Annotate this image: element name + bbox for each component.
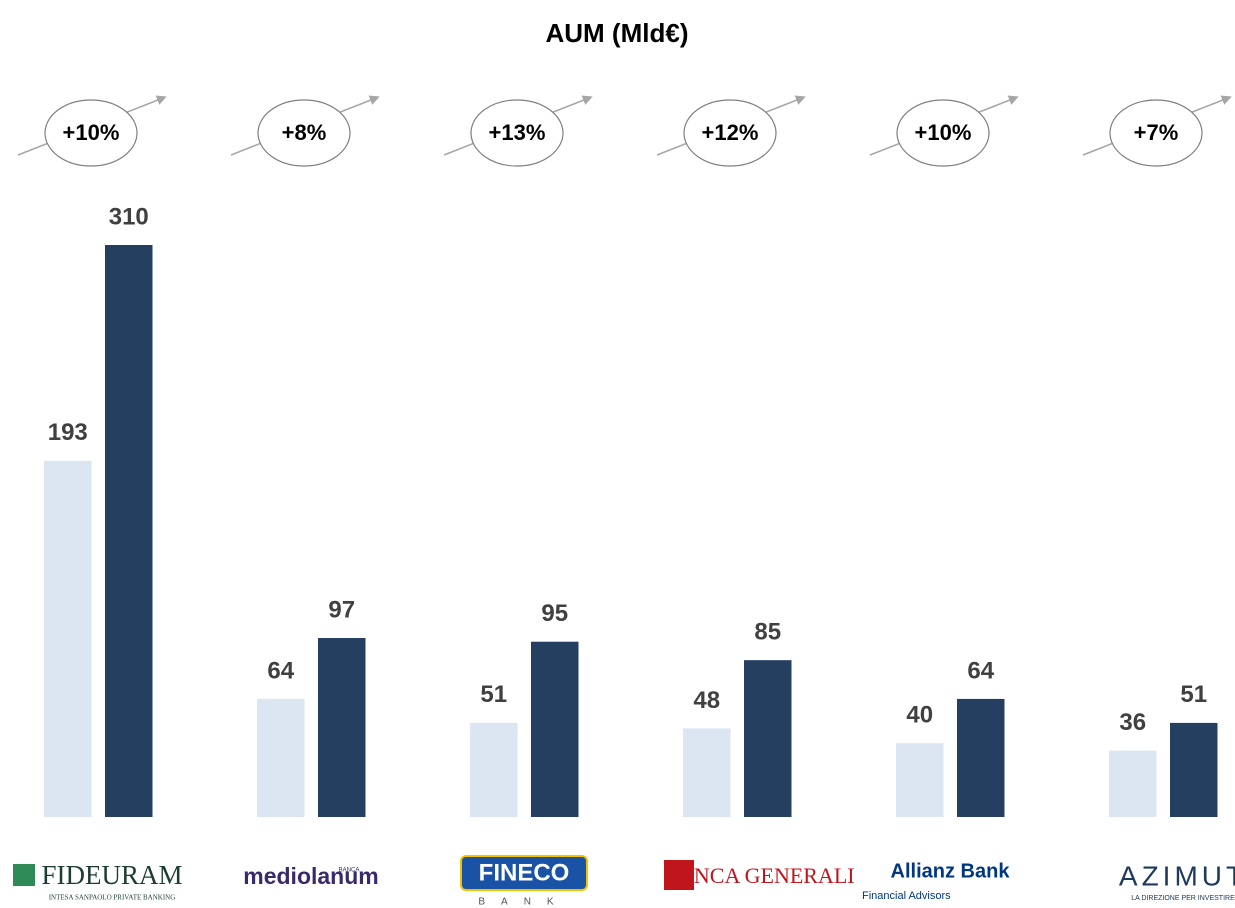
annotation: +7% [1134,120,1179,145]
category-label: AZIMUT [1119,860,1235,891]
annotation-bubble [1109,99,1203,167]
annotation: +13% [489,120,546,145]
bar [257,698,305,817]
value-label: 97 [328,596,355,623]
bar [957,698,1005,817]
bar [744,660,792,817]
category-label: BANCA GENERALI [663,863,854,888]
value-label: 64 [967,657,994,684]
value-label: 310 [109,203,149,230]
bar [531,641,579,817]
category-sublabel: INTESA SANPAOLO PRIVATE BANKING [49,894,176,902]
annotation: +10% [63,120,120,145]
category-sublabel: BANCA [339,868,360,874]
bar [896,743,944,817]
annotation: +10% [915,120,972,145]
annotation-bubble [470,99,564,167]
value-label: 51 [480,681,507,708]
value-label: 40 [906,702,933,729]
category-sublabel: LA DIREZIONE PER INVESTIRE [1131,895,1235,902]
value-label: 193 [48,419,88,446]
category-label: FIDEURAM [41,860,182,890]
bar [1109,750,1157,817]
category-label: FINECO [479,859,570,886]
value-label: 95 [541,600,568,627]
logo-box [460,855,588,891]
bar [683,728,731,817]
category-label: mediolanum [243,863,378,889]
category-sublabel: Financial Advisors [862,890,951,902]
annotation-bubble [257,99,351,167]
value-label: 64 [267,657,294,684]
category-sublabel: BANK [478,897,569,908]
category-label: Allianz Bank [891,860,1011,882]
annotation: +12% [702,120,759,145]
bar [470,722,518,817]
annotation: +8% [282,120,327,145]
chart-title: AUM (Mld€) [546,18,689,48]
value-label: 85 [754,619,781,646]
annotation-bubble [683,99,777,167]
value-label: 48 [693,687,720,714]
bar [318,638,366,817]
bar [1170,722,1218,817]
annotation-bubble [896,99,990,167]
value-label: 36 [1119,709,1146,736]
bar [105,245,153,817]
bar [44,460,92,817]
logo-icon [664,860,694,890]
logo-icon [13,864,35,886]
annotation-bubble [44,99,138,167]
value-label: 51 [1180,681,1207,708]
